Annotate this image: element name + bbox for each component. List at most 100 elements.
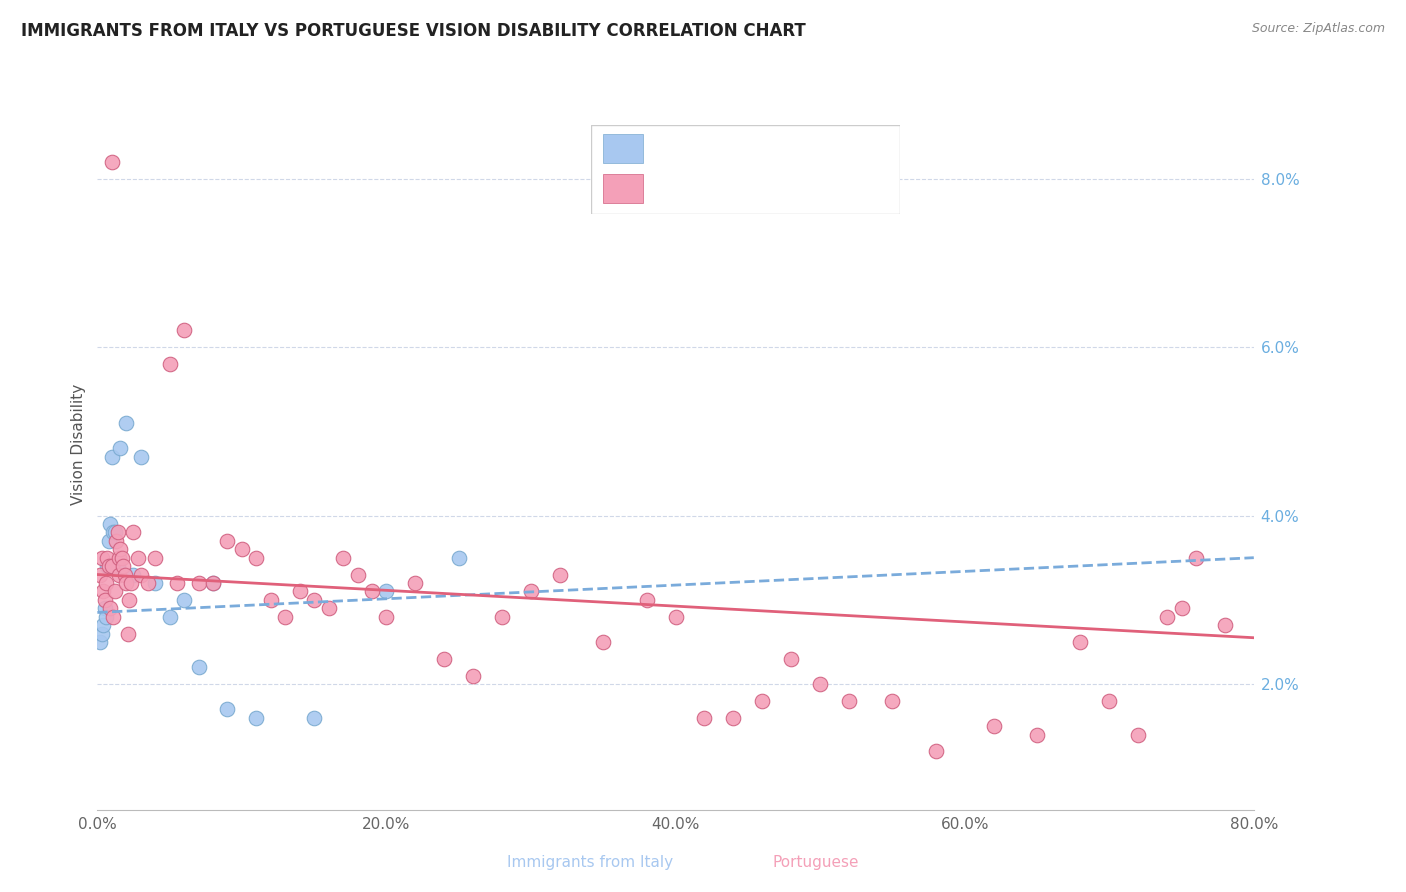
Point xyxy=(101,559,124,574)
Point xyxy=(173,592,195,607)
Point xyxy=(723,711,745,725)
Bar xyxy=(603,134,643,163)
Point xyxy=(117,626,139,640)
Point xyxy=(89,567,111,582)
Point xyxy=(93,592,115,607)
Point xyxy=(115,576,138,591)
Point xyxy=(245,550,267,565)
Point xyxy=(143,576,166,591)
Text: Portuguese: Portuguese xyxy=(772,855,859,870)
Point xyxy=(983,719,1005,733)
Point xyxy=(751,694,773,708)
Point xyxy=(96,559,118,574)
Point xyxy=(664,609,686,624)
Point xyxy=(103,525,125,540)
Point xyxy=(838,694,860,708)
Point xyxy=(187,576,209,591)
Point xyxy=(96,550,118,565)
Point xyxy=(375,609,398,624)
Text: IMMIGRANTS FROM ITALY VS PORTUGUESE VISION DISABILITY CORRELATION CHART: IMMIGRANTS FROM ITALY VS PORTUGUESE VISI… xyxy=(21,22,806,40)
Point xyxy=(447,550,470,565)
Bar xyxy=(603,174,643,203)
Point xyxy=(94,576,117,591)
Point xyxy=(201,576,224,591)
Text: Source: ZipAtlas.com: Source: ZipAtlas.com xyxy=(1251,22,1385,36)
Point xyxy=(925,744,948,758)
Point xyxy=(780,652,803,666)
Point xyxy=(1185,550,1208,565)
Point xyxy=(1126,728,1149,742)
Point xyxy=(129,567,152,582)
Point xyxy=(404,576,426,591)
Point xyxy=(122,525,145,540)
Point xyxy=(115,416,138,430)
Point xyxy=(592,635,614,649)
Point xyxy=(288,584,311,599)
Point xyxy=(636,592,658,607)
FancyBboxPatch shape xyxy=(591,125,900,214)
Point xyxy=(143,550,166,565)
Point xyxy=(101,450,124,464)
Point xyxy=(98,601,121,615)
Point xyxy=(104,584,127,599)
Point xyxy=(1170,601,1192,615)
Point xyxy=(103,609,125,624)
Point xyxy=(110,542,132,557)
Text: Immigrants from Italy: Immigrants from Italy xyxy=(508,855,673,870)
Point xyxy=(548,567,571,582)
Point xyxy=(245,711,267,725)
Point xyxy=(90,550,112,565)
Point xyxy=(101,154,124,169)
Point xyxy=(118,592,141,607)
Point xyxy=(127,550,149,565)
Point xyxy=(260,592,283,607)
Point xyxy=(89,635,111,649)
Point xyxy=(693,711,716,725)
Point xyxy=(91,584,114,599)
Point xyxy=(166,576,188,591)
Point xyxy=(882,694,904,708)
Point xyxy=(463,668,485,682)
Point xyxy=(111,550,134,565)
Point xyxy=(217,702,239,716)
Point xyxy=(231,542,253,557)
Text: R = -0.078    N = 72: R = -0.078 N = 72 xyxy=(655,182,810,196)
Point xyxy=(108,567,131,582)
Point xyxy=(302,711,325,725)
Point xyxy=(114,567,136,582)
Point xyxy=(93,601,115,615)
Point xyxy=(491,609,513,624)
Point xyxy=(98,516,121,531)
Point xyxy=(129,450,152,464)
Point xyxy=(274,609,297,624)
Point xyxy=(1098,694,1121,708)
Point xyxy=(318,601,340,615)
Point xyxy=(136,576,159,591)
Point xyxy=(159,609,181,624)
Point xyxy=(120,576,142,591)
Point xyxy=(108,550,131,565)
Point xyxy=(1069,635,1091,649)
Point xyxy=(361,584,384,599)
Point xyxy=(433,652,456,666)
Point xyxy=(105,533,128,548)
Point xyxy=(1156,609,1178,624)
Point xyxy=(201,576,224,591)
Point xyxy=(104,525,127,540)
Point xyxy=(107,525,129,540)
Point xyxy=(122,567,145,582)
Point xyxy=(302,592,325,607)
Point xyxy=(520,584,543,599)
Point xyxy=(159,357,181,371)
Point xyxy=(94,609,117,624)
Point xyxy=(808,677,831,691)
Point xyxy=(217,533,239,548)
Point xyxy=(90,626,112,640)
Point xyxy=(375,584,398,599)
Point xyxy=(107,559,129,574)
Point xyxy=(1026,728,1049,742)
Point xyxy=(97,559,120,574)
Point xyxy=(1213,618,1236,632)
Y-axis label: Vision Disability: Vision Disability xyxy=(72,384,86,505)
Text: R =  0.047    N = 26: R = 0.047 N = 26 xyxy=(655,142,810,156)
